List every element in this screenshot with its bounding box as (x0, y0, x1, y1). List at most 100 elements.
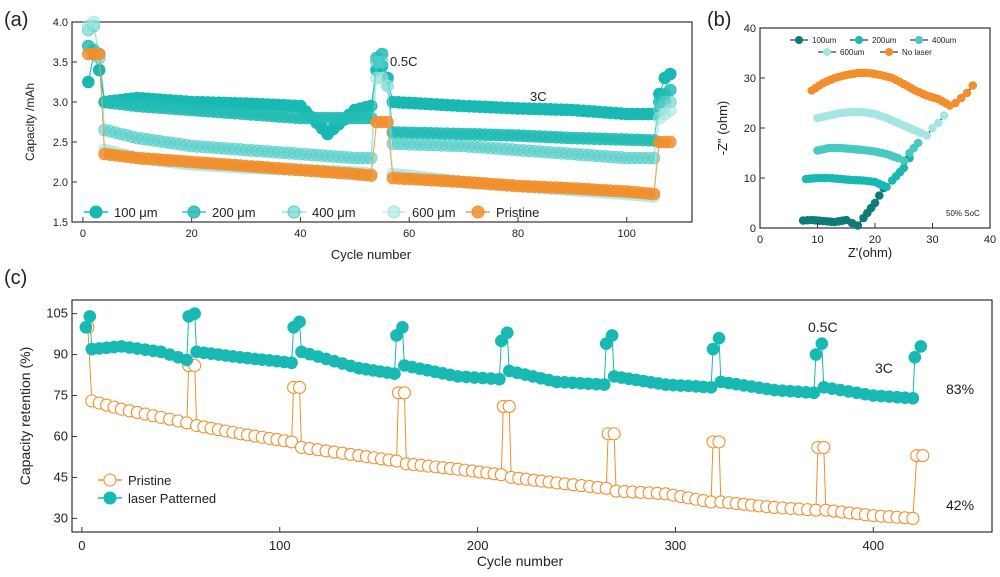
series-laser-patterned (79, 307, 928, 405)
legend-item: 100um (790, 36, 837, 45)
y-tick-label: 1.5 (53, 217, 68, 229)
x-tick-label: 0 (78, 538, 85, 553)
legend-item: Pristine (466, 205, 539, 220)
data-point (285, 435, 299, 449)
x-tick-label: 30 (926, 234, 938, 246)
data-point (916, 449, 930, 463)
y-tick-label: 3.0 (53, 97, 68, 109)
y-tick-label: 20 (744, 123, 756, 135)
data-point (922, 131, 932, 140)
chart-a-legend: 100 μm 200 μm 400 μm 600 μm Pristine (84, 205, 539, 220)
legend-label: 600 μm (412, 205, 456, 220)
data-point (951, 98, 960, 108)
legend-swatch-marker (103, 473, 117, 487)
series-no-laser (807, 68, 978, 110)
x-tick-label: 300 (665, 538, 687, 553)
series-pristine (82, 47, 677, 201)
legend-item: 200um (850, 36, 897, 45)
x-tick-label: 20 (869, 234, 881, 246)
data-point (906, 391, 920, 405)
y-tick-label: 2.0 (53, 177, 68, 189)
legend-swatch-marker (103, 491, 117, 505)
data-point (914, 340, 928, 353)
chart-c-annotation-05c: 0.5C (808, 319, 838, 335)
chart-b-annotation-soc: 50% SoC (946, 209, 980, 218)
series-100um (798, 183, 888, 230)
x-tick-label: 60 (403, 228, 415, 240)
x-tick-label: 100 (269, 538, 291, 553)
chart-a: 0 20 40 60 80 100 1.5 2.0 2.5 3.0 3.5 4.0 Capacity … (23, 15, 693, 262)
data-point (663, 103, 677, 117)
legend-swatch-marker (287, 205, 301, 219)
series-200--m (82, 39, 677, 147)
data-point (908, 351, 922, 364)
data-point (899, 163, 909, 173)
y-tick-label: 10 (744, 173, 756, 185)
data-point (188, 307, 201, 320)
data-point (396, 320, 409, 334)
chart-c-xlabel: Cycle number (477, 553, 564, 569)
data-point (92, 47, 106, 61)
data-point (663, 83, 677, 97)
data-point (853, 221, 863, 230)
data-point (956, 93, 966, 103)
panel-b-label: (b) (707, 9, 731, 31)
chart-a-annotation-05c: 0.5C (390, 54, 417, 69)
chart-b-xlabel: Z'(ohm) (848, 245, 892, 260)
chart-b-legend: 100um 200um 400um 600um No laser (790, 36, 957, 57)
chart-a-annotation-3c: 3C (530, 89, 547, 104)
y-tick-label: 90 (54, 347, 68, 362)
legend-item: 600 μm (382, 205, 456, 220)
data-point (292, 380, 307, 394)
chart-c: 0 100 200 300 400 30 45 60 75 90 105 Capacity rete… (17, 299, 993, 569)
series-200um (801, 153, 914, 192)
legend-swatch-marker (187, 205, 201, 219)
x-tick-label: 40 (984, 234, 996, 246)
legend-item: 400um (910, 36, 957, 45)
x-tick-label: 20 (186, 228, 198, 240)
x-tick-label: 100 (618, 228, 636, 240)
data-point (381, 79, 394, 93)
legend-swatch-marker (915, 36, 923, 44)
data-point (939, 111, 949, 120)
x-tick-label: 0 (757, 234, 763, 246)
data-point (82, 75, 95, 89)
legend-item: 400 μm (282, 205, 356, 220)
data-point (293, 315, 306, 329)
legend-swatch-marker (471, 205, 485, 219)
chart-c-ylabel: Capacity retention (%) (17, 347, 33, 486)
data-point (704, 381, 718, 394)
legend-label: 200um (872, 36, 897, 45)
y-tick-label: 75 (54, 388, 68, 403)
y-tick-label: 30 (744, 73, 756, 85)
y-tick-label: 4.0 (53, 17, 68, 29)
panel-c-label: (c) (4, 267, 27, 289)
legend-swatch-marker (855, 36, 863, 44)
chart-a-ylabel: Capacity /mAh (23, 83, 37, 161)
x-tick-label: 400 (862, 538, 884, 553)
data-point (388, 367, 401, 380)
series-400--m (82, 19, 677, 165)
y-tick-label: 0 (750, 223, 756, 235)
legend-label: 400um (932, 36, 957, 45)
chart-c-annotation-42: 42% (946, 497, 974, 513)
x-tick-label: 0 (80, 228, 86, 240)
legend-item: 600um (818, 48, 865, 57)
chart-a-xlabel: Cycle number (331, 247, 412, 262)
legend-label: 200 μm (212, 205, 256, 220)
y-tick-label: 45 (54, 469, 68, 484)
data-point (962, 88, 972, 98)
x-tick-label: 80 (512, 228, 524, 240)
legend-label: 400 μm (312, 205, 356, 220)
legend-label: Pristine (496, 205, 539, 220)
data-point (706, 342, 720, 356)
data-point (79, 320, 93, 334)
chart-c-annotation-3c: 3C (875, 360, 893, 376)
legend-label: 100um (812, 36, 837, 45)
data-point (364, 169, 378, 182)
data-point (807, 386, 821, 400)
data-point (493, 372, 506, 386)
y-tick-label: 2.5 (53, 137, 68, 149)
data-point (817, 440, 831, 454)
